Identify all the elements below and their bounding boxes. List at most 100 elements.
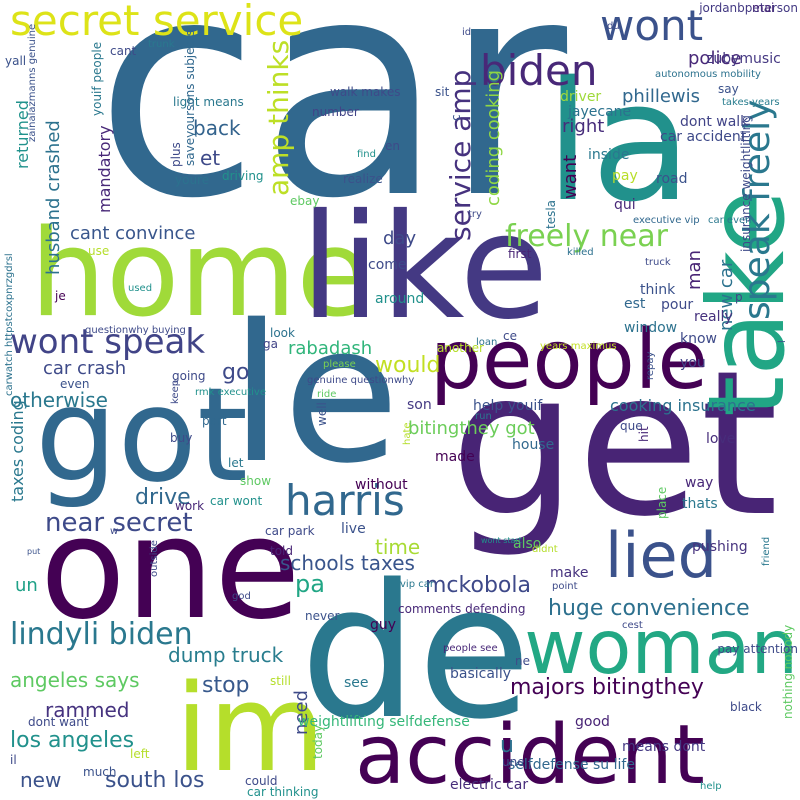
cloud-word: home: [30, 205, 371, 344]
cloud-word: bitingthey got: [408, 418, 535, 439]
cloud-word: house: [512, 437, 555, 453]
cloud-word: majors bitingthey: [510, 675, 704, 700]
cloud-word: love: [706, 431, 736, 447]
cloud-word: sit: [435, 85, 450, 99]
cloud-word: wont speak: [10, 322, 206, 362]
cloud-word: wont: [600, 1, 704, 50]
cloud-word: rabadash: [288, 338, 373, 359]
cloud-word: schools taxes: [280, 551, 415, 575]
cloud-word: put: [27, 547, 41, 556]
cloud-word: taxes coding: [8, 400, 27, 502]
cloud-word: ne: [515, 654, 530, 668]
cloud-word: drive: [135, 485, 191, 510]
cloud-word: find: [357, 149, 376, 160]
cloud-word: car crash: [43, 358, 127, 379]
cloud-word: even: [60, 377, 90, 391]
cloud-word: right: [562, 116, 605, 137]
cloud-word: dont walk: [680, 114, 749, 130]
cloud-word: around: [375, 291, 425, 307]
cloud-word: told: [270, 544, 293, 558]
cloud-word: driver: [560, 89, 602, 105]
cloud-word: driving: [222, 169, 264, 183]
cloud-word: day: [383, 228, 417, 249]
cloud-word: near secret: [45, 508, 193, 538]
cloud-word: place: [655, 487, 669, 520]
cloud-word: pushing: [692, 539, 748, 555]
cloud-word: get: [450, 328, 779, 561]
cloud-word: keep: [170, 380, 181, 405]
cloud-word: run: [475, 411, 492, 422]
cloud-word: man: [684, 250, 705, 290]
cloud-word: que: [620, 419, 643, 433]
cloud-word: well: [315, 402, 329, 426]
cloud-word: years maximus: [540, 341, 617, 352]
cloud-word: realize: [343, 172, 383, 186]
cloud-word: je: [55, 289, 66, 303]
cloud-word: en: [385, 139, 400, 153]
cloud-word: thats: [682, 496, 718, 512]
cloud-word: made: [435, 449, 475, 465]
cloud-word: wont start: [481, 536, 522, 545]
cloud-word: ce: [503, 329, 517, 343]
cloud-word: please: [323, 359, 356, 370]
cloud-word: jayecane: [568, 104, 632, 120]
cloud-word: guy: [370, 617, 397, 633]
cloud-word: use: [88, 244, 110, 258]
cloud-word: way: [685, 475, 714, 491]
cloud-word: lindyli biden: [10, 617, 193, 652]
cloud-word: come: [368, 257, 407, 273]
cloud-word: let: [228, 456, 244, 470]
cloud-word: w: [110, 526, 119, 537]
cloud-word: zubymusic: [706, 51, 781, 67]
cloud-word: c: [449, 114, 463, 121]
cloud-word: questionwhy buying: [85, 325, 186, 336]
cloud-word: help: [700, 781, 722, 792]
cloud-word: nothing nobody: [781, 625, 795, 720]
cloud-word: accident: [355, 708, 705, 800]
cloud-word: biden: [480, 46, 598, 95]
cloud-word: car even: [708, 215, 752, 226]
cloud-word: new: [20, 768, 62, 792]
cloud-word: live: [341, 521, 366, 537]
cloud-word: god: [232, 591, 251, 602]
cloud-word: car thinking: [247, 785, 319, 799]
cloud-word: du: [607, 21, 620, 32]
cloud-word: today: [311, 725, 325, 760]
cloud-word: work: [175, 499, 205, 513]
cloud-word: il: [10, 753, 17, 767]
cloud-word: mandatory: [95, 125, 114, 213]
cloud-word: carwatch httpstcoxpnrzgdrsl: [4, 253, 15, 396]
cloud-word: im: [175, 660, 326, 799]
cloud-word: cant convince: [70, 223, 196, 244]
cloud-word: think: [640, 282, 676, 298]
cloud-word: friend: [761, 537, 772, 567]
cloud-word: otherwise: [10, 388, 108, 412]
cloud-word: hit: [637, 426, 651, 442]
cloud-word: means dont: [622, 739, 706, 755]
cloud-word: repay: [645, 352, 656, 381]
cloud-word: first: [508, 247, 532, 261]
cloud-word: really: [694, 309, 733, 325]
cloud-word: coding cooking: [483, 70, 504, 207]
cloud-word: also: [513, 536, 542, 552]
cloud-word: electric car: [450, 777, 529, 793]
cloud-word: without: [355, 477, 408, 493]
cloud-word: la: [545, 46, 692, 238]
cloud-word: car: [95, 0, 568, 264]
cloud-word: ebay: [290, 194, 320, 208]
cloud-word: comments defending: [398, 602, 526, 616]
cloud-word: husband crashed: [43, 120, 64, 275]
cloud-word: est: [624, 296, 646, 312]
cloud-word: une: [502, 755, 525, 769]
cloud-word: stop: [202, 673, 250, 698]
cloud-word: los angeles: [10, 728, 135, 753]
cloud-word: police: [688, 48, 742, 69]
cloud-word: part: [202, 414, 227, 428]
cloud-word: mckobola: [425, 573, 531, 598]
cloud-word: make: [550, 565, 589, 581]
cloud-word: pour: [661, 297, 694, 313]
cloud-word: south los: [105, 768, 205, 793]
cloud-word: takes years: [722, 97, 780, 108]
cloud-word: help youif: [473, 398, 543, 414]
cloud-word: weightlifting selfdefense: [298, 714, 470, 730]
